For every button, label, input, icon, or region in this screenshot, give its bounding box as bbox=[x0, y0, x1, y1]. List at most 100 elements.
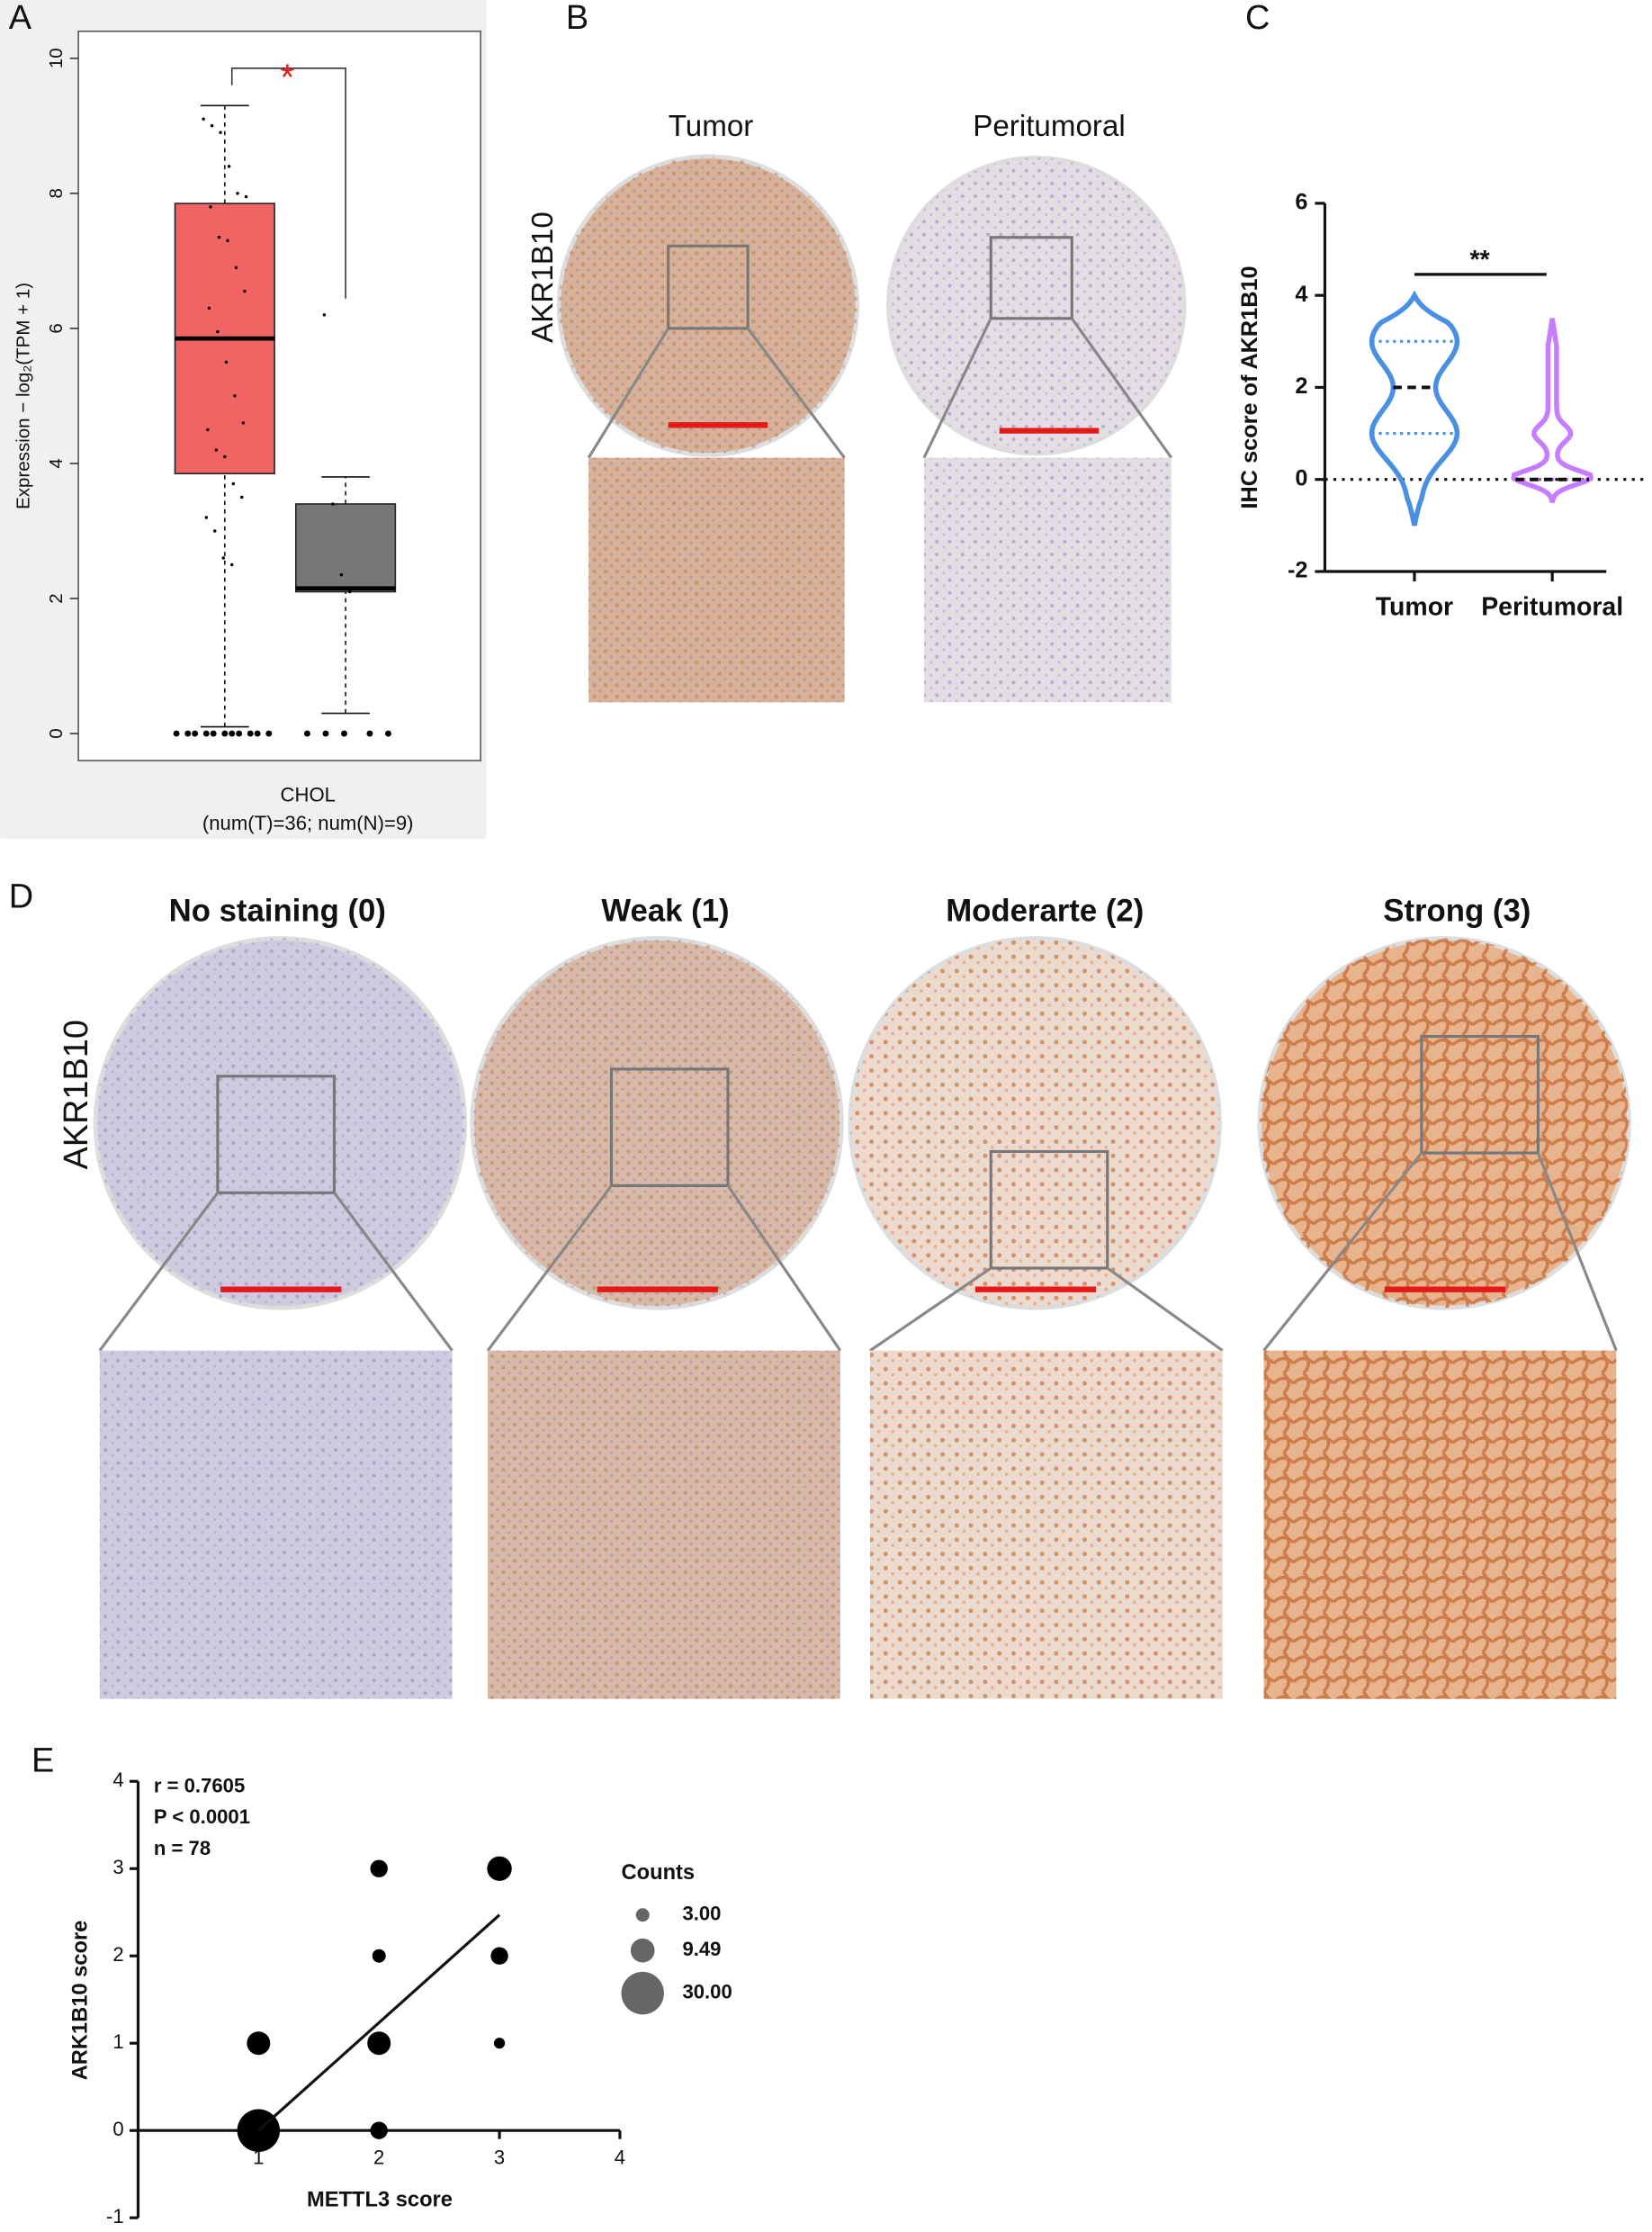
data-point bbox=[234, 266, 238, 270]
data-point bbox=[233, 394, 237, 398]
stat-annotation: n = 78 bbox=[154, 1837, 211, 1859]
data-point bbox=[207, 306, 211, 310]
legend-title: Counts bbox=[622, 1861, 696, 1885]
data-point bbox=[254, 730, 261, 737]
zoom-inset bbox=[216, 1075, 337, 1194]
panel-label: E bbox=[31, 1742, 54, 1780]
data-point bbox=[322, 313, 327, 317]
bubble bbox=[487, 1856, 512, 1881]
data-point bbox=[214, 448, 219, 452]
data-point bbox=[322, 730, 329, 737]
legend-label: 30.00 bbox=[682, 1980, 732, 2002]
zoom-inset bbox=[1420, 1034, 1540, 1155]
stat-annotation: P < 0.0001 bbox=[154, 1805, 250, 1828]
y-tick-label: 3 bbox=[112, 1856, 123, 1878]
y-tick-label: 4 bbox=[46, 458, 67, 468]
column-title: Moderarte (2) bbox=[946, 894, 1144, 928]
violin bbox=[1369, 290, 1460, 526]
x-tick-label: 3 bbox=[494, 2146, 505, 2169]
tissue-texture bbox=[471, 938, 842, 1309]
zoom-inset bbox=[989, 1149, 1109, 1270]
zoom-connector bbox=[98, 1192, 220, 1352]
box bbox=[295, 503, 397, 593]
significance-mark: * bbox=[280, 56, 294, 97]
data-point bbox=[240, 495, 244, 500]
y-tick-label: 0 bbox=[1295, 465, 1307, 490]
zoom-texture bbox=[1263, 1350, 1617, 1699]
tissue-texture bbox=[849, 938, 1220, 1309]
data-point bbox=[226, 238, 229, 243]
zoom-texture bbox=[923, 457, 1172, 703]
y-tick-label: -2 bbox=[1288, 558, 1307, 583]
y-tick-label: 6 bbox=[46, 323, 67, 333]
significance-bracket bbox=[230, 68, 346, 299]
data-point bbox=[213, 529, 217, 533]
data-point bbox=[210, 730, 217, 737]
stat-annotation: r = 0.7605 bbox=[154, 1774, 245, 1796]
y-tick-label: 10 bbox=[46, 48, 67, 68]
data-point bbox=[219, 130, 222, 135]
data-point bbox=[173, 730, 180, 737]
x-tick-label: Peritumoral bbox=[1481, 593, 1623, 622]
data-point bbox=[331, 502, 335, 506]
zoom-connector bbox=[1536, 1152, 1618, 1352]
panel-label: B bbox=[566, 0, 588, 37]
panel-label: C bbox=[1245, 0, 1270, 37]
legend-bubble bbox=[635, 1908, 650, 1922]
data-point bbox=[265, 730, 273, 737]
legend-bubble bbox=[630, 1938, 655, 1963]
panel-label: D bbox=[9, 878, 33, 915]
zoom-texture bbox=[99, 1350, 453, 1699]
data-point bbox=[229, 562, 234, 567]
zoom-connector bbox=[333, 1192, 453, 1352]
data-point bbox=[209, 205, 212, 209]
data-point bbox=[221, 730, 229, 737]
y-tick-label: -1 bbox=[106, 2205, 124, 2228]
y-tick-label: 0 bbox=[46, 728, 67, 738]
legend-bubble bbox=[621, 1971, 664, 2015]
zoom-connector bbox=[1262, 1152, 1423, 1352]
data-point bbox=[216, 329, 220, 334]
y-tick-label: 1 bbox=[112, 2030, 123, 2053]
legend-label: 3.00 bbox=[682, 1903, 721, 1925]
y-axis-label: ARK1B10 score bbox=[69, 1921, 93, 2081]
data-point bbox=[231, 482, 236, 486]
data-point bbox=[221, 556, 225, 560]
zoom-connector bbox=[587, 328, 670, 459]
panel-label: A bbox=[9, 0, 32, 37]
column-title: Weak (1) bbox=[601, 894, 729, 928]
y-tick-label: 2 bbox=[112, 1943, 123, 1966]
row-label: AKR1B10 bbox=[526, 212, 560, 343]
data-point bbox=[243, 289, 247, 293]
data-point bbox=[224, 360, 229, 364]
zoom-inset bbox=[609, 1067, 730, 1187]
zoom-texture bbox=[588, 457, 845, 703]
zoom-connector bbox=[869, 1266, 992, 1352]
column-title: Strong (3) bbox=[1383, 894, 1531, 928]
data-point bbox=[341, 730, 347, 737]
data-point bbox=[366, 730, 373, 737]
data-point bbox=[202, 117, 205, 122]
zoom-connector bbox=[726, 1184, 842, 1352]
x-tick-label: 2 bbox=[373, 2146, 384, 2169]
data-point bbox=[241, 421, 246, 425]
data-point bbox=[229, 730, 236, 737]
bubble bbox=[372, 1948, 386, 1963]
x-tick-label: 1 bbox=[253, 2146, 264, 2169]
y-axis-label: IHC score of AKR1B10 bbox=[1237, 266, 1262, 508]
data-point bbox=[217, 235, 221, 239]
tissue-texture bbox=[888, 158, 1185, 454]
x-tick-label: 4 bbox=[615, 2146, 625, 2169]
data-point bbox=[184, 730, 192, 737]
zoom-texture bbox=[869, 1350, 1223, 1699]
zoom-connector bbox=[1070, 317, 1173, 459]
bubble bbox=[490, 1947, 508, 1965]
data-point bbox=[348, 590, 352, 594]
row-label: AKR1B10 bbox=[58, 1020, 95, 1169]
x-tick-label: CHOL bbox=[281, 783, 336, 806]
data-point bbox=[236, 730, 243, 737]
y-axis-label: Expression − log₂(TPM + 1) bbox=[13, 283, 34, 509]
zoom-connector bbox=[746, 327, 846, 459]
